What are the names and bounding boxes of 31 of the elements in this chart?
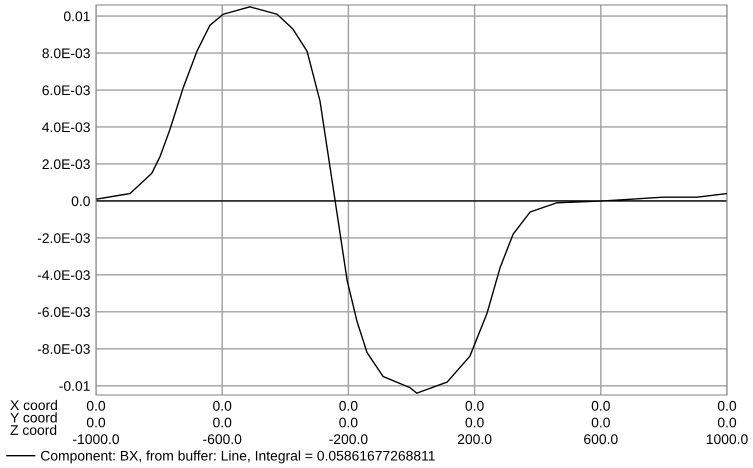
text: 0.0 (718, 418, 736, 428)
y-tick-label: 8.0E-03 (42, 48, 90, 58)
x-tick-label: -1000.0 (73, 434, 120, 444)
text: 0.0 (465, 400, 484, 411)
x-tick-label: -600.0 (203, 434, 242, 444)
x-tick-label: 1000.0 (706, 434, 748, 444)
text: 0.0 (592, 400, 610, 411)
y-tick-label: -0.01 (59, 381, 90, 391)
y-tick-label: 0.01 (64, 11, 90, 22)
text: 0.0 (86, 418, 106, 428)
legend-label: Component: BX, from buffer: Line, Integral = 0.05861677268811 (40, 450, 435, 464)
x-axis-title: X coord Y coord Z coord (10, 400, 57, 435)
y-tick-label: -2.0E-03 (38, 233, 90, 244)
text: 0.0 (465, 418, 484, 428)
y-tick-label: -4.0E-03 (38, 270, 90, 280)
text: 0.0 (339, 418, 358, 428)
text: 0.0 (339, 400, 358, 411)
x-tick-label: 600.0 (584, 434, 618, 444)
x-tick-label: 200.0 (458, 434, 492, 444)
y-tick-label: 4.0E-03 (42, 122, 90, 132)
y-tick-label: 0.0 (72, 196, 90, 206)
y-tick-label: 2.0E-03 (42, 159, 90, 170)
text: 0.0 (718, 400, 736, 411)
y-tick-label: -8.0E-03 (38, 344, 90, 354)
y-tick-label: -6.0E-03 (38, 307, 90, 317)
text: 0.0 (213, 400, 232, 411)
y-tick-label: 6.0E-03 (42, 85, 90, 96)
text: 0.0 (86, 400, 106, 411)
x-tick-label: -200.0 (329, 434, 368, 444)
text: 0.0 (592, 418, 610, 428)
text: 0.0 (213, 418, 232, 428)
